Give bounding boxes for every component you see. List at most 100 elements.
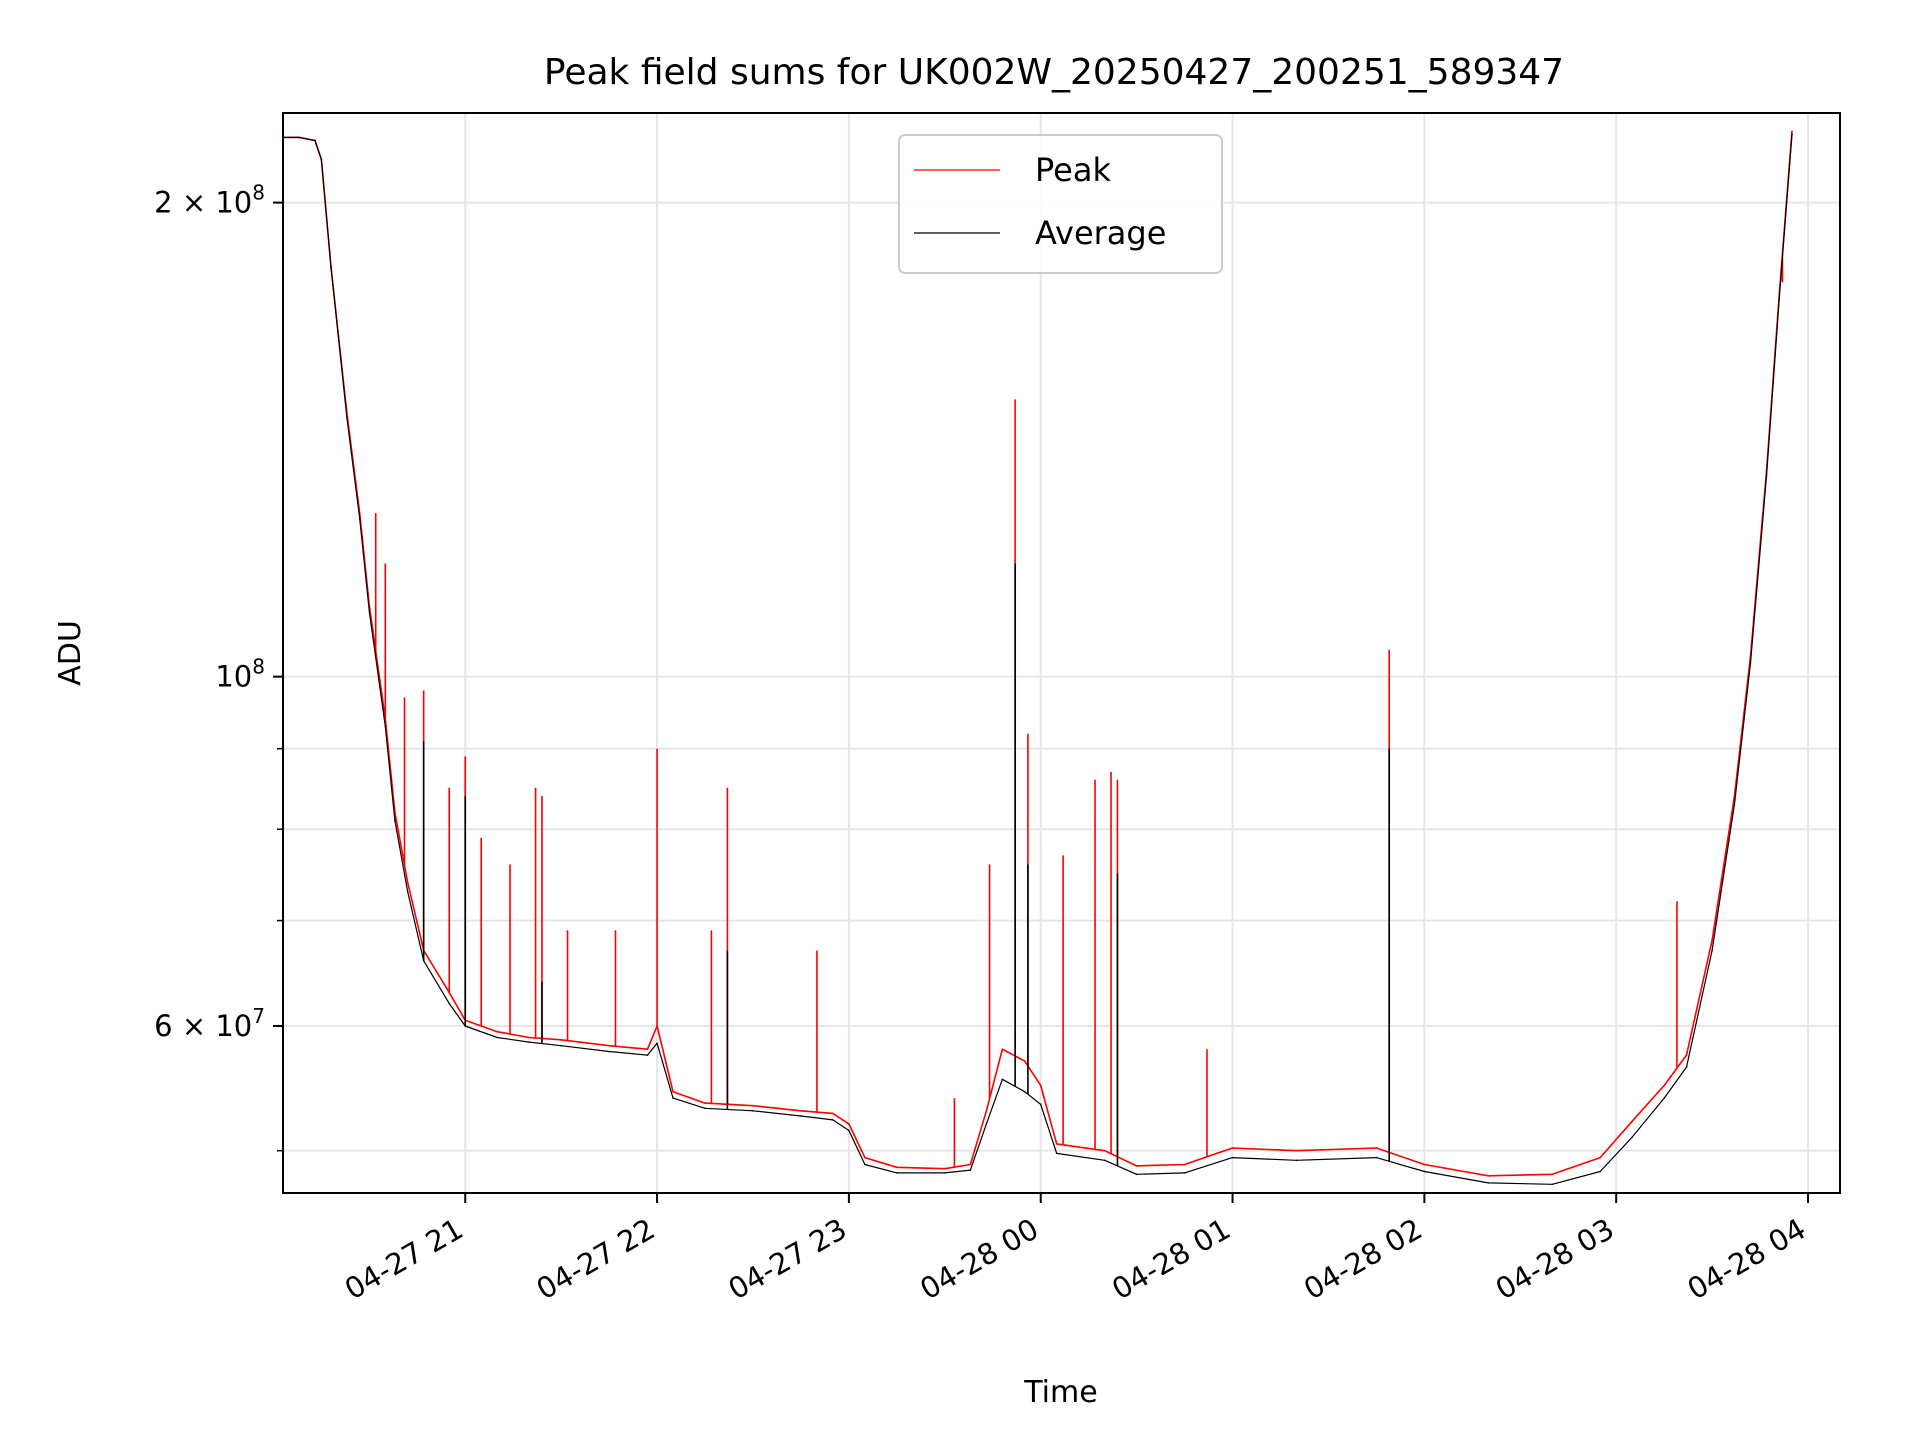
- data-point-average: [800, 1115, 802, 1117]
- data-point-average: [608, 1050, 610, 1053]
- data-point-average: [1663, 1097, 1665, 1099]
- data-point-peak: [1183, 1163, 1186, 1166]
- x-tick-label: 04-28 02: [1298, 1212, 1428, 1307]
- data-point-average: [1375, 1156, 1378, 1159]
- data-point-average: [406, 891, 409, 893]
- data-point-peak: [1231, 1147, 1234, 1149]
- data-point-peak: [1551, 1173, 1554, 1176]
- data-point-average: [704, 1107, 706, 1110]
- data-point-average: [528, 1041, 530, 1043]
- data-point-average: [1183, 1172, 1186, 1174]
- legend: Peak Average: [898, 134, 1223, 274]
- data-point-peak: [406, 881, 409, 884]
- data-point-average: [1487, 1182, 1490, 1184]
- data-point-peak: [832, 1112, 834, 1115]
- data-point-average: [944, 1172, 946, 1174]
- y-tick-label: 108: [215, 655, 265, 694]
- grid: [283, 113, 1840, 1193]
- data-point-average: [1765, 475, 1768, 478]
- x-tick-label: 04-28 01: [1106, 1212, 1236, 1307]
- data-point-average: [1685, 1066, 1688, 1068]
- data-point-average: [752, 1110, 754, 1112]
- x-axis-label: Time: [1023, 1375, 1097, 1410]
- data-point-average: [384, 725, 387, 728]
- data-point-peak: [1039, 1084, 1042, 1087]
- data-point-average: [896, 1172, 898, 1174]
- data-point-average: [1001, 1078, 1004, 1081]
- data-point-average: [672, 1097, 674, 1099]
- data-point-peak: [896, 1166, 898, 1169]
- data-point-average: [320, 158, 323, 161]
- data-point-peak: [800, 1110, 802, 1112]
- data-point-average: [1749, 662, 1752, 664]
- data-point-peak: [944, 1167, 946, 1170]
- data-point-average: [314, 139, 316, 142]
- data-point-average: [448, 1002, 451, 1005]
- data-point-average: [1599, 1170, 1602, 1173]
- data-point-peak: [1711, 939, 1713, 942]
- data-point-average: [1103, 1159, 1106, 1162]
- data-point-peak: [1663, 1084, 1665, 1087]
- data-point-average: [358, 517, 361, 520]
- data-point-average: [985, 1123, 988, 1125]
- data-point-average: [496, 1036, 499, 1039]
- data-point-peak: [608, 1044, 610, 1047]
- data-point-average: [1039, 1103, 1042, 1106]
- series-layer: [283, 130, 1793, 1186]
- data-point-peak: [864, 1156, 866, 1159]
- data-point-peak: [1631, 1120, 1633, 1123]
- data-point-average: [1631, 1136, 1633, 1138]
- data-point-average: [1023, 1090, 1026, 1093]
- data-point-peak: [1791, 130, 1793, 133]
- x-tick-label: 04-28 04: [1682, 1212, 1812, 1307]
- data-point-average: [848, 1129, 850, 1132]
- data-point-average: [1551, 1183, 1554, 1186]
- data-point-peak: [528, 1036, 530, 1039]
- data-point-peak: [1001, 1048, 1004, 1050]
- data-point-peak: [752, 1104, 754, 1107]
- data-point-peak: [1295, 1149, 1298, 1152]
- chart-title: Peak field sums for UK002W_20250427_2002…: [544, 52, 1564, 93]
- data-point-peak: [1103, 1149, 1106, 1152]
- data-point-average: [1733, 803, 1736, 805]
- data-point-peak: [1023, 1060, 1026, 1062]
- data-point-average: [1055, 1152, 1058, 1155]
- data-point-peak: [704, 1102, 706, 1104]
- plot-frame: [282, 112, 1841, 1194]
- data-point-peak: [496, 1030, 499, 1033]
- data-point-average: [1423, 1170, 1426, 1173]
- x-axis: 04-27 21 04-27 22 04-27 23 04-28 00 04-28 01…: [339, 1193, 1812, 1306]
- x-tick-label: 04-27 22: [531, 1212, 661, 1307]
- data-point-average: [1791, 133, 1793, 136]
- data-point-average: [394, 819, 396, 822]
- y-axis-label: ADU: [53, 620, 88, 686]
- data-point-average: [1135, 1173, 1138, 1176]
- data-point-average: [864, 1163, 866, 1166]
- y-axis: 6 × 107 108 2 × 108: [154, 181, 283, 1152]
- data-point-average: [368, 610, 371, 613]
- series-peak: [283, 130, 1793, 1177]
- data-point-peak: [848, 1123, 850, 1125]
- y-tick-label: 6 × 107: [154, 1004, 265, 1043]
- data-point-peak: [1423, 1163, 1426, 1166]
- y-tick-label: 2 × 108: [154, 181, 265, 220]
- data-point-peak: [646, 1048, 649, 1050]
- series-line-average: [283, 134, 1793, 1185]
- x-tick-label: 04-27 23: [722, 1212, 852, 1307]
- data-point-average: [1295, 1159, 1298, 1162]
- data-point-average: [1778, 297, 1781, 299]
- data-point-peak: [1599, 1156, 1602, 1159]
- x-tick-label: 04-28 00: [914, 1212, 1044, 1307]
- data-point-peak: [1487, 1174, 1490, 1177]
- data-point-average: [656, 1042, 658, 1045]
- legend-label-average: Average: [1035, 214, 1166, 252]
- data-point-peak: [1685, 1054, 1688, 1056]
- series-line-peak: [283, 131, 1793, 1177]
- data-point-peak: [1055, 1143, 1058, 1145]
- data-point-peak: [985, 1110, 988, 1112]
- data-point-peak: [1135, 1165, 1138, 1167]
- x-tick-label: 04-28 03: [1490, 1212, 1620, 1307]
- data-point-average: [346, 417, 348, 419]
- data-point-peak: [560, 1039, 562, 1041]
